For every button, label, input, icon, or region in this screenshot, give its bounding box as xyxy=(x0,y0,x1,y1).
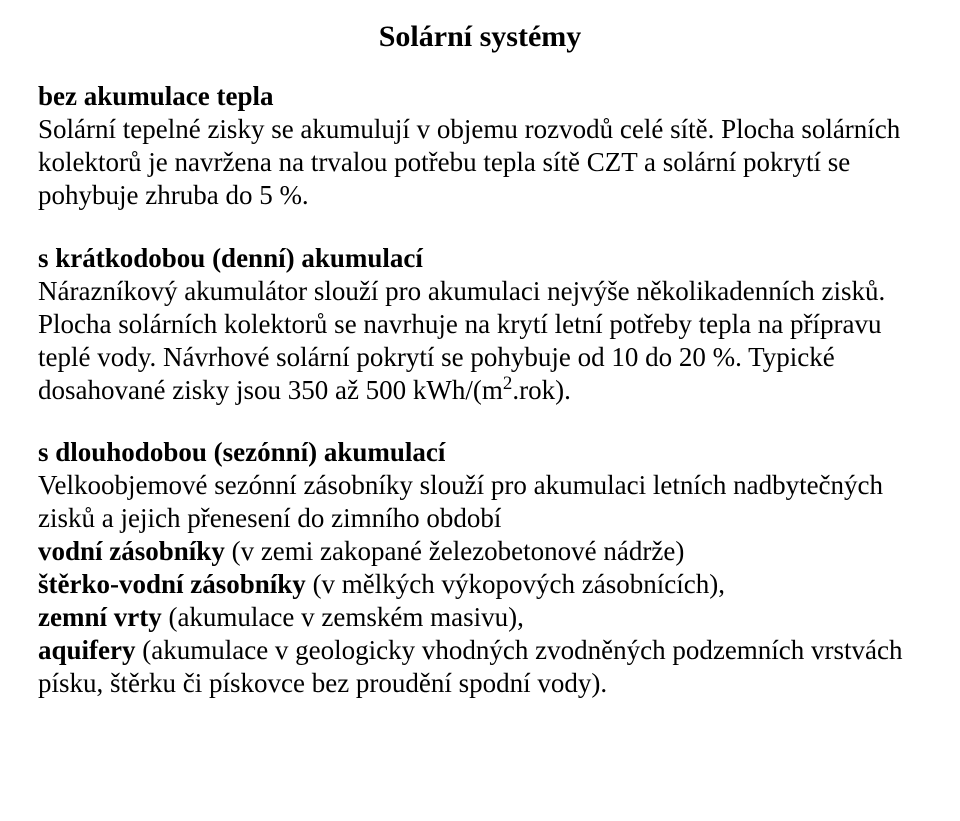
item-2-bold: štěrko-vodní zásobníky xyxy=(38,569,306,599)
section-2-body-a: Nárazníkový akumulátor slouží pro akumul… xyxy=(38,276,885,405)
superscript-2: 2 xyxy=(503,373,512,394)
document-page: Solární systémy bez akumulace tepla Solá… xyxy=(0,0,960,720)
section-3: s dlouhodobou (sezónní) akumulací Velkoo… xyxy=(38,436,922,700)
item-1-text: (v zemi zakopané železobetonové nádrže) xyxy=(225,536,685,566)
section-1-body: Solární tepelné zisky se akumulují v obj… xyxy=(38,114,900,210)
section-1-heading: bez akumulace tepla xyxy=(38,81,274,111)
section-3-heading: s dlouhodobou (sezónní) akumulací xyxy=(38,437,445,467)
item-3-bold: zemní vrty xyxy=(38,602,162,632)
section-2-heading: s krátkodobou (denní) akumulací xyxy=(38,243,423,273)
section-1: bez akumulace tepla Solární tepelné zisk… xyxy=(38,80,922,212)
page-title: Solární systémy xyxy=(38,20,922,54)
item-4-text: (akumulace v geologicky vhodných zvodněn… xyxy=(38,635,903,698)
item-3-text: (akumulace v zemském masivu), xyxy=(162,602,524,632)
section-2: s krátkodobou (denní) akumulací Nárazník… xyxy=(38,242,922,407)
item-2-text: (v mělkých výkopových zásobnících), xyxy=(306,569,725,599)
item-1-bold: vodní zásobníky xyxy=(38,536,225,566)
section-2-body-b: .rok). xyxy=(512,375,570,405)
item-4-bold: aquifery xyxy=(38,635,136,665)
section-3-intro: Velkoobjemové sezónní zásobníky slouží p… xyxy=(38,470,883,533)
